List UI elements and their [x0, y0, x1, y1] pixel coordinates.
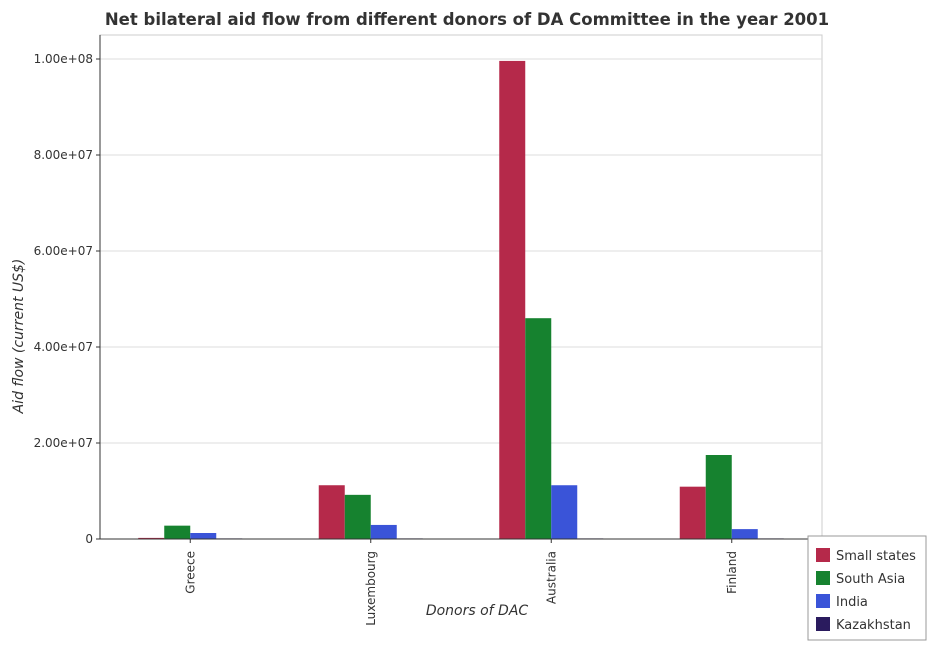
bar-luxembourg-india: [370, 524, 397, 539]
legend-label: Kazakhstan: [836, 618, 911, 633]
legend-swatch: [816, 594, 830, 608]
bar-luxembourg-south-asia: [344, 494, 371, 539]
legend-label: South Asia: [836, 572, 905, 587]
legend-label: India: [836, 595, 868, 610]
x-tick-label: Luxembourg: [364, 551, 378, 626]
y-tick-label: 6.00e+07: [34, 244, 93, 258]
y-axis-label: Aid flow (current US$): [11, 259, 27, 415]
bars: [138, 60, 784, 540]
x-tick-label: Greece: [183, 551, 197, 594]
bar-greece-india: [190, 533, 217, 539]
bar-australia-small-states: [499, 60, 526, 540]
y-tick-label: 0: [85, 532, 93, 546]
bar-finland-south-asia: [705, 455, 732, 539]
axes: 0 2.00e+07 4.00e+07 6.00e+07 8.00e+07 1.00e+0…: [34, 35, 822, 626]
legend-label: Small states: [836, 549, 916, 564]
bar-greece-south-asia: [164, 525, 191, 539]
legend: Small states South Asia India Kazakhstan: [807, 535, 927, 641]
y-tick-label: 8.00e+07: [34, 148, 93, 162]
y-tick-label: 1.00e+08: [34, 52, 93, 66]
legend-swatch: [816, 571, 830, 585]
legend-swatch: [816, 617, 830, 631]
bar-finland-india: [731, 529, 758, 539]
bar-australia-south-asia: [525, 318, 552, 539]
y-tick-label: 2.00e+07: [34, 436, 93, 450]
bar-greece-small-states: [138, 537, 165, 539]
bar-finland-small-states: [679, 486, 706, 539]
bar-luxembourg-small-states: [318, 485, 345, 539]
x-tick-label: Finland: [725, 551, 739, 594]
y-tick-label: 4.00e+07: [34, 340, 93, 354]
bar-australia-india: [551, 485, 578, 539]
chart-title: Net bilateral aid flow from different do…: [105, 10, 829, 29]
x-tick-label: Australia: [544, 551, 558, 604]
legend-swatch: [816, 548, 830, 562]
x-axis-label: Donors of DAC: [426, 603, 529, 619]
